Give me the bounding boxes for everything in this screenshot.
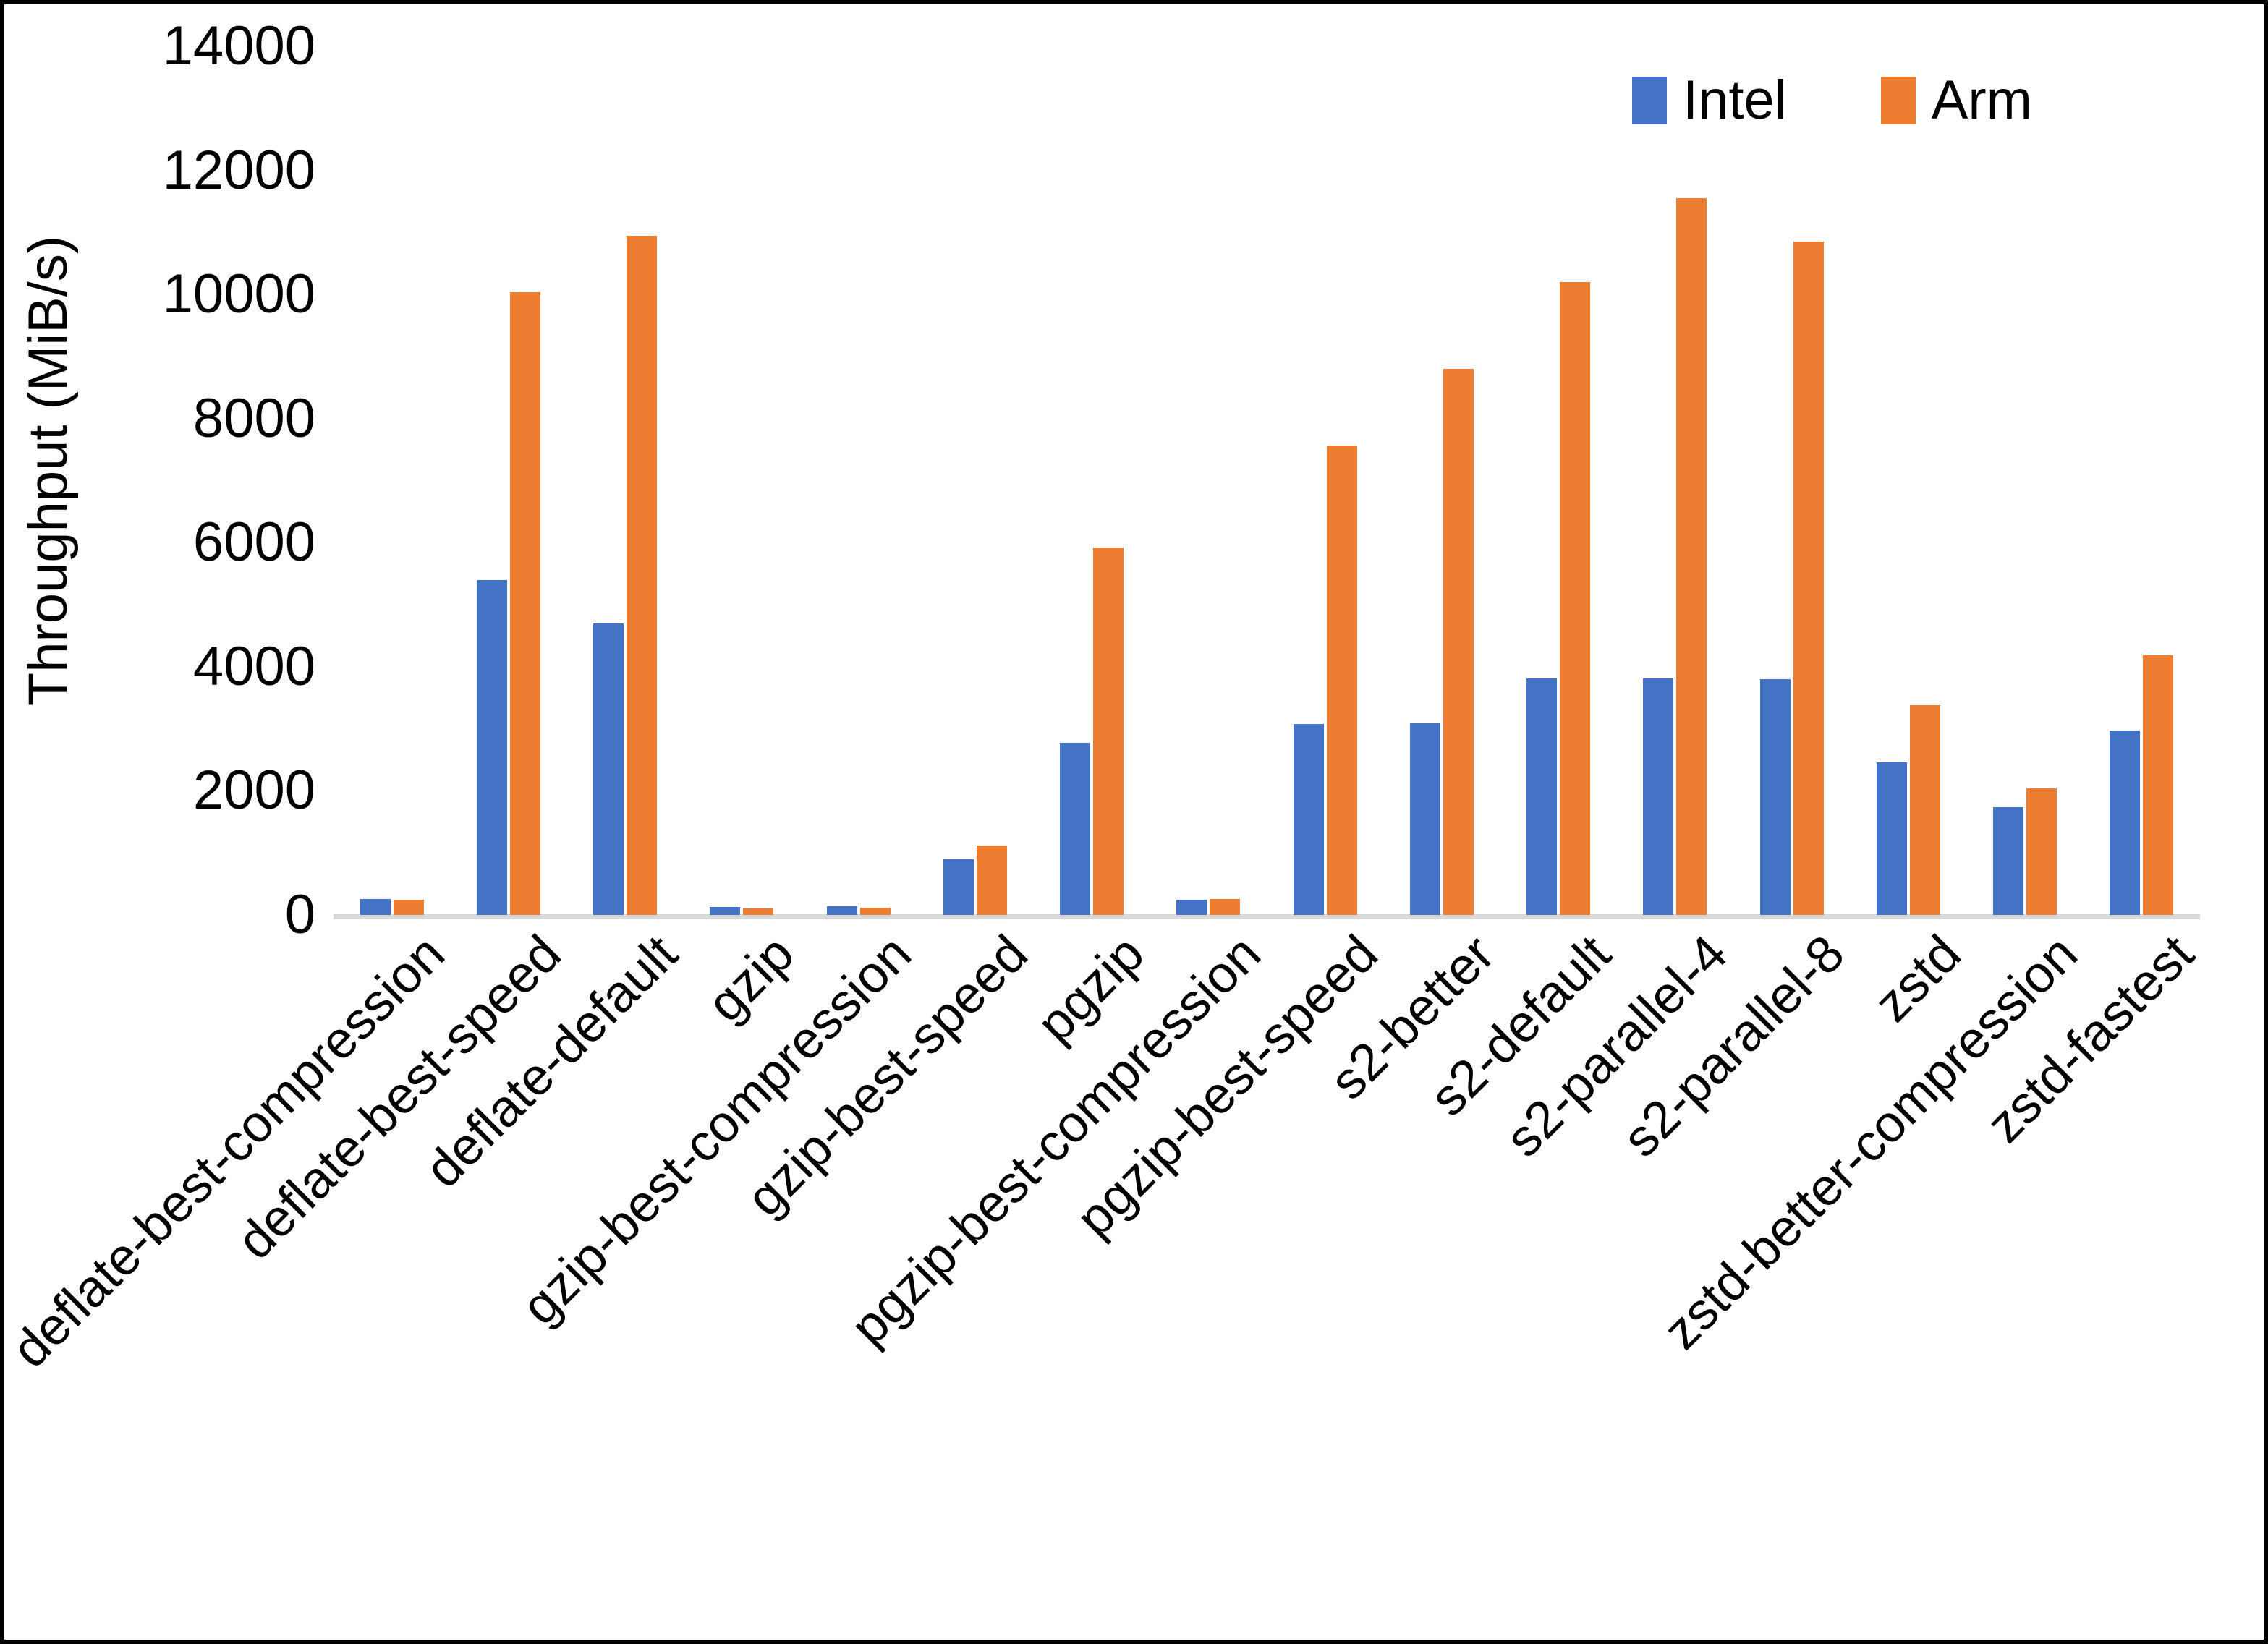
bar-group xyxy=(567,46,684,915)
y-axis-tick-label: 0 xyxy=(284,884,315,945)
bar-group xyxy=(1500,46,1617,915)
bar-arm[interactable] xyxy=(2026,788,2057,915)
bar-group xyxy=(684,46,800,915)
bar-arm[interactable] xyxy=(1793,242,1824,915)
bar-arm[interactable] xyxy=(1909,705,1940,915)
bar-group xyxy=(1733,46,1850,915)
plot-area xyxy=(334,46,2200,919)
bar-intel[interactable] xyxy=(1293,723,1324,915)
bar-intel[interactable] xyxy=(476,579,507,915)
legend-item-intel[interactable]: Intel xyxy=(1632,73,1787,128)
bar-group xyxy=(1267,46,1383,915)
bar-group xyxy=(2084,46,2200,915)
y-axis-tick-label: 2000 xyxy=(192,759,315,822)
y-axis-tick-label: 6000 xyxy=(192,511,315,574)
bar-intel[interactable] xyxy=(593,623,624,915)
bar-group xyxy=(917,46,1033,915)
y-axis-tick-label: 10000 xyxy=(162,263,315,325)
bar-intel[interactable] xyxy=(1176,900,1207,915)
legend-swatch-icon xyxy=(1880,77,1916,124)
bar-intel[interactable] xyxy=(1759,679,1791,915)
legend-item-arm[interactable]: Arm xyxy=(1880,69,2032,131)
bar-arm[interactable] xyxy=(1560,282,1591,915)
bar-group xyxy=(1383,46,1500,915)
bar-arm[interactable] xyxy=(859,907,891,915)
bar-group xyxy=(1150,46,1267,915)
bar-arm[interactable] xyxy=(1210,898,1241,915)
bar-intel[interactable] xyxy=(1409,723,1440,915)
bar-intel[interactable] xyxy=(360,898,391,915)
bar-intel[interactable] xyxy=(2110,731,2141,915)
bar-intel[interactable] xyxy=(1876,762,1907,915)
legend-swatch-icon xyxy=(1632,77,1667,124)
bar-arm[interactable] xyxy=(627,235,658,915)
chart-legend: Intel Arm xyxy=(1632,73,2032,128)
y-axis-tick-label: 8000 xyxy=(192,387,315,449)
bar-arm[interactable] xyxy=(743,908,774,915)
y-axis-title: Throughput (MiB/s) xyxy=(17,235,79,707)
bar-arm[interactable] xyxy=(393,899,424,915)
x-axis-line xyxy=(334,914,2200,919)
bar-group xyxy=(1967,46,2084,915)
bar-arm[interactable] xyxy=(1093,548,1124,915)
bar-intel[interactable] xyxy=(1526,678,1558,915)
bar-group xyxy=(800,46,917,915)
bar-arm[interactable] xyxy=(2143,655,2174,915)
bar-group xyxy=(1034,46,1150,915)
bar-arm[interactable] xyxy=(976,845,1007,915)
bar-intel[interactable] xyxy=(826,906,857,915)
bar-arm[interactable] xyxy=(509,291,540,915)
bar-group xyxy=(450,46,566,915)
bar-arm[interactable] xyxy=(1443,369,1474,915)
bar-intel[interactable] xyxy=(710,906,741,915)
x-axis-category-labels: deflate-best-compression deflate-best-spe… xyxy=(1,924,2205,1577)
bar-intel[interactable] xyxy=(943,859,974,915)
x-axis-label: zstd xyxy=(1863,924,1972,1034)
y-axis-tick-label: 12000 xyxy=(162,139,315,201)
y-axis-tick-label: 4000 xyxy=(192,635,315,697)
legend-label: Arm xyxy=(1931,69,2032,131)
bar-intel[interactable] xyxy=(1060,742,1091,915)
bar-group xyxy=(1850,46,1966,915)
x-axis-label: gzip xyxy=(697,924,806,1034)
bar-intel[interactable] xyxy=(1643,678,1674,915)
bar-arm[interactable] xyxy=(1326,445,1357,915)
bar-intel[interactable] xyxy=(1993,806,2024,915)
bar-group xyxy=(334,46,450,915)
bar-arm[interactable] xyxy=(1676,198,1707,915)
y-axis-tick-labels: 14000 12000 10000 8000 6000 4000 2000 0 xyxy=(98,4,315,945)
y-axis-tick-label: 14000 xyxy=(162,15,315,77)
legend-label: Intel xyxy=(1683,69,1787,131)
bar-group xyxy=(1617,46,1733,915)
